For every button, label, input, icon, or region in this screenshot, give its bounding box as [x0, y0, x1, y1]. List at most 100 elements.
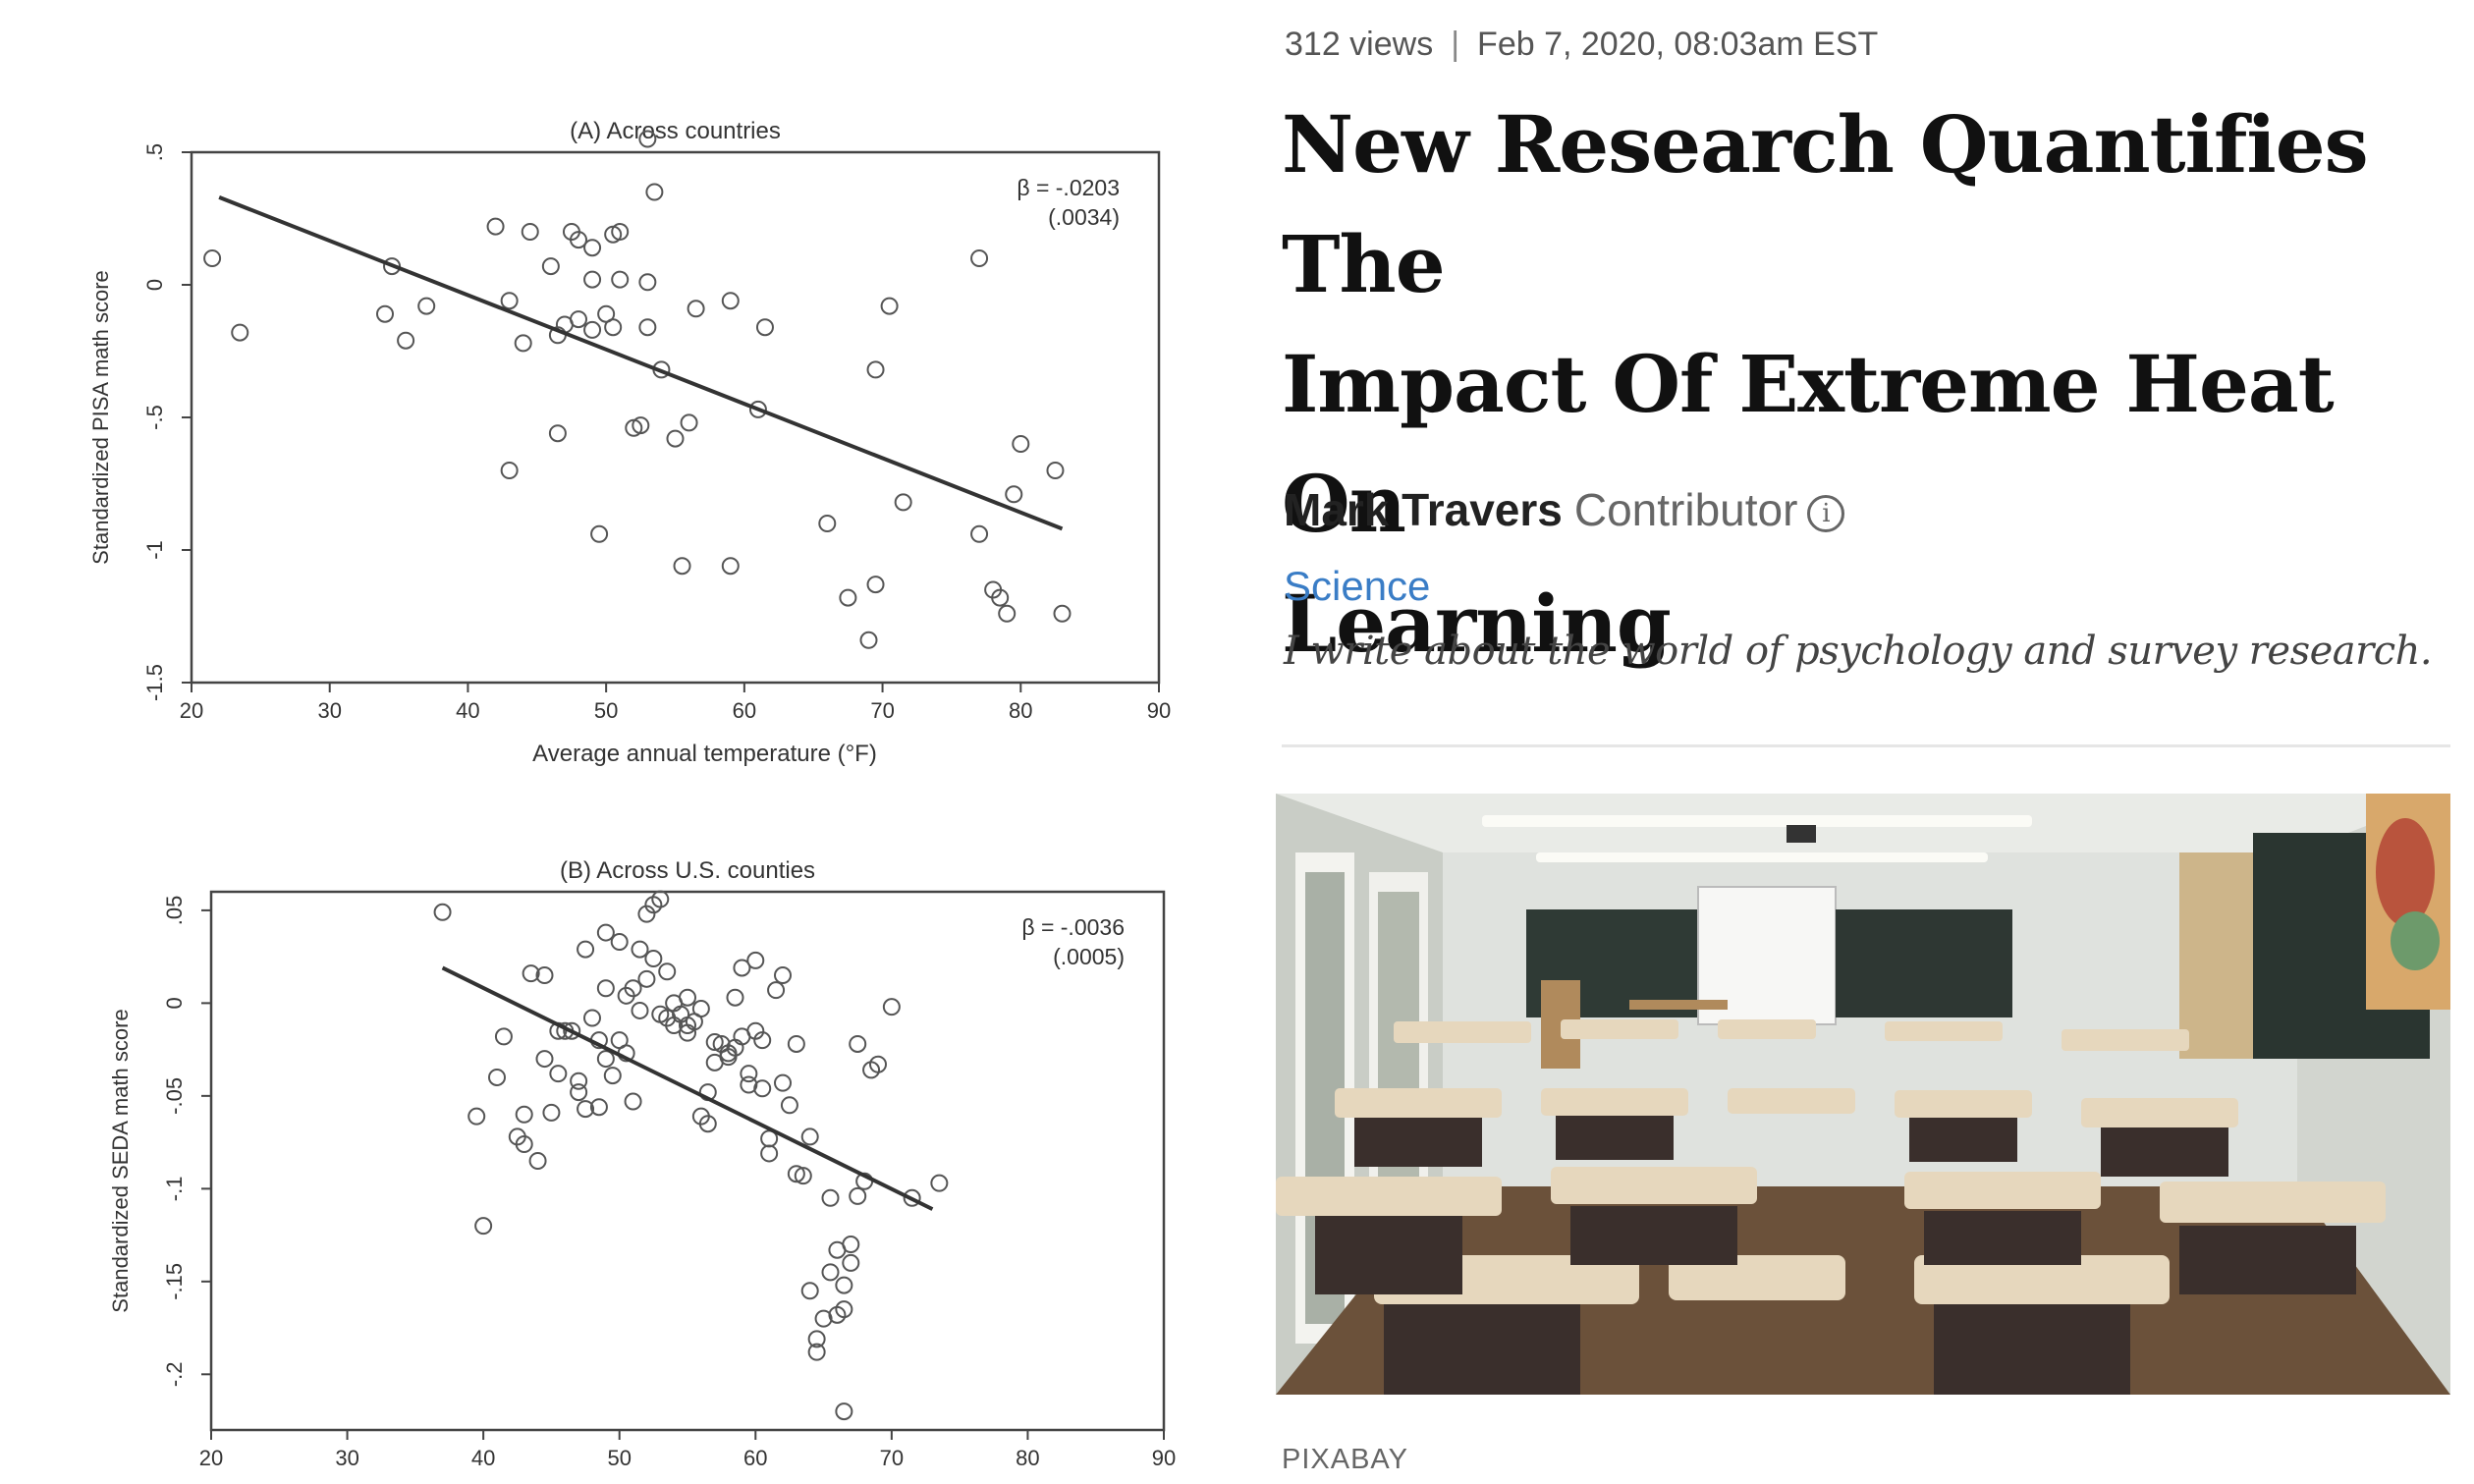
y-tick-label: -.05	[162, 1077, 187, 1115]
y-tick-label: -.5	[142, 405, 167, 430]
data-point	[839, 588, 857, 607]
data-point	[748, 400, 767, 418]
x-tick-label: 30	[317, 698, 341, 723]
charts-panel: (A) Across countries 20 30 40 50 60 70 80 90 .5 0 -…	[88, 118, 1177, 1470]
x-tick-label: 70	[870, 698, 894, 723]
y-tick-label: -.2	[162, 1361, 187, 1387]
author-name[interactable]: Mark Travers	[1284, 484, 1563, 535]
data-point	[970, 249, 989, 267]
data-point	[638, 130, 657, 148]
info-icon[interactable]: i	[1807, 495, 1845, 532]
chart-a: (A) Across countries 20 30 40 50 60 70 80 90 .5 0 -…	[88, 118, 1171, 767]
data-point	[859, 631, 878, 649]
y-tick-label: -1	[142, 540, 167, 560]
data-point	[604, 318, 623, 337]
data-point	[698, 1115, 717, 1133]
data-point	[570, 231, 587, 249]
data-point	[521, 223, 539, 241]
data-point	[753, 1079, 772, 1098]
beta-annotation: (.0005)	[1053, 944, 1125, 969]
data-point	[570, 310, 587, 329]
plot-frame	[209, 890, 1166, 1432]
data-point	[397, 331, 415, 350]
data-point	[1053, 604, 1072, 623]
y-axis-label: Standardized SEDA math score	[108, 1009, 133, 1312]
data-point	[673, 557, 691, 576]
data-point	[474, 1217, 493, 1236]
x-tick-label: 50	[594, 698, 618, 723]
title-line: Learning	[1282, 577, 1672, 670]
data-point	[774, 1073, 792, 1092]
data-point	[549, 1065, 568, 1083]
data-point	[535, 1050, 554, 1069]
data-point	[570, 1072, 588, 1090]
data-point	[651, 890, 670, 908]
x-tick-label: 80	[1009, 698, 1032, 723]
data-point	[417, 297, 436, 315]
data-point	[610, 933, 629, 952]
data-point	[991, 588, 1010, 607]
x-axis-label: Average annual temperature (°F)	[532, 741, 877, 767]
section-link[interactable]: Science	[1284, 563, 1431, 609]
data-point	[632, 416, 650, 435]
data-point	[631, 1001, 649, 1019]
data-point	[726, 988, 744, 1007]
plot-frame	[190, 150, 1161, 685]
data-point	[849, 1186, 867, 1205]
x-tick-label: 40	[456, 698, 479, 723]
data-point	[760, 1144, 779, 1163]
data-point	[835, 1276, 853, 1294]
x-tick-label: 20	[199, 1446, 223, 1470]
data-point	[794, 1167, 812, 1185]
y-tick-label: -1.5	[142, 664, 167, 701]
data-point	[514, 334, 532, 353]
data-point	[583, 239, 602, 257]
data-point	[535, 966, 554, 985]
data-point	[740, 1065, 758, 1083]
data-point	[583, 1009, 601, 1027]
data-point	[596, 923, 615, 942]
data-point	[1005, 485, 1023, 504]
data-point	[658, 962, 677, 981]
data-point	[590, 524, 609, 543]
data-point	[522, 964, 540, 983]
author-role: Contributor	[1573, 484, 1798, 535]
data-point	[548, 424, 567, 443]
y-tick-label: 0	[142, 279, 167, 291]
data-point	[596, 979, 615, 998]
y-tick-label: .5	[142, 143, 167, 161]
x-tick-label: 70	[880, 1446, 904, 1470]
x-tick-label: 60	[743, 1446, 767, 1470]
y-tick-label: -.15	[162, 1263, 187, 1300]
article-title: New Research Quantifies The Impact Of Ex…	[1282, 84, 2460, 684]
data-point	[1012, 435, 1030, 453]
data-point	[679, 988, 696, 1007]
data-point	[577, 940, 595, 959]
data-point	[486, 217, 505, 236]
data-point	[433, 903, 452, 921]
data-point	[611, 270, 630, 289]
data-point	[818, 515, 837, 532]
x-tick-label: 90	[1147, 698, 1171, 723]
data-point	[500, 462, 519, 479]
data-point	[467, 1107, 486, 1126]
data-point	[866, 360, 885, 379]
data-point	[542, 1103, 561, 1122]
data-point	[814, 1309, 833, 1328]
y-tick-label: 0	[162, 997, 187, 1009]
data-point	[721, 292, 740, 310]
data-point	[515, 1105, 533, 1124]
data-point	[528, 1152, 547, 1170]
data-point	[787, 1165, 805, 1183]
data-point	[755, 318, 774, 337]
data-point	[767, 981, 786, 1000]
x-tick-label: 20	[180, 698, 203, 723]
data-point	[835, 1402, 853, 1421]
title-line: New Research Quantifies The	[1282, 98, 2369, 310]
data-point	[866, 576, 885, 594]
data-point	[231, 323, 249, 342]
y-tick-label: .05	[162, 896, 187, 926]
beta-annotation: (.0034)	[1048, 204, 1120, 230]
y-axis-label: Standardized PISA math score	[88, 270, 113, 565]
data-point	[880, 297, 899, 315]
